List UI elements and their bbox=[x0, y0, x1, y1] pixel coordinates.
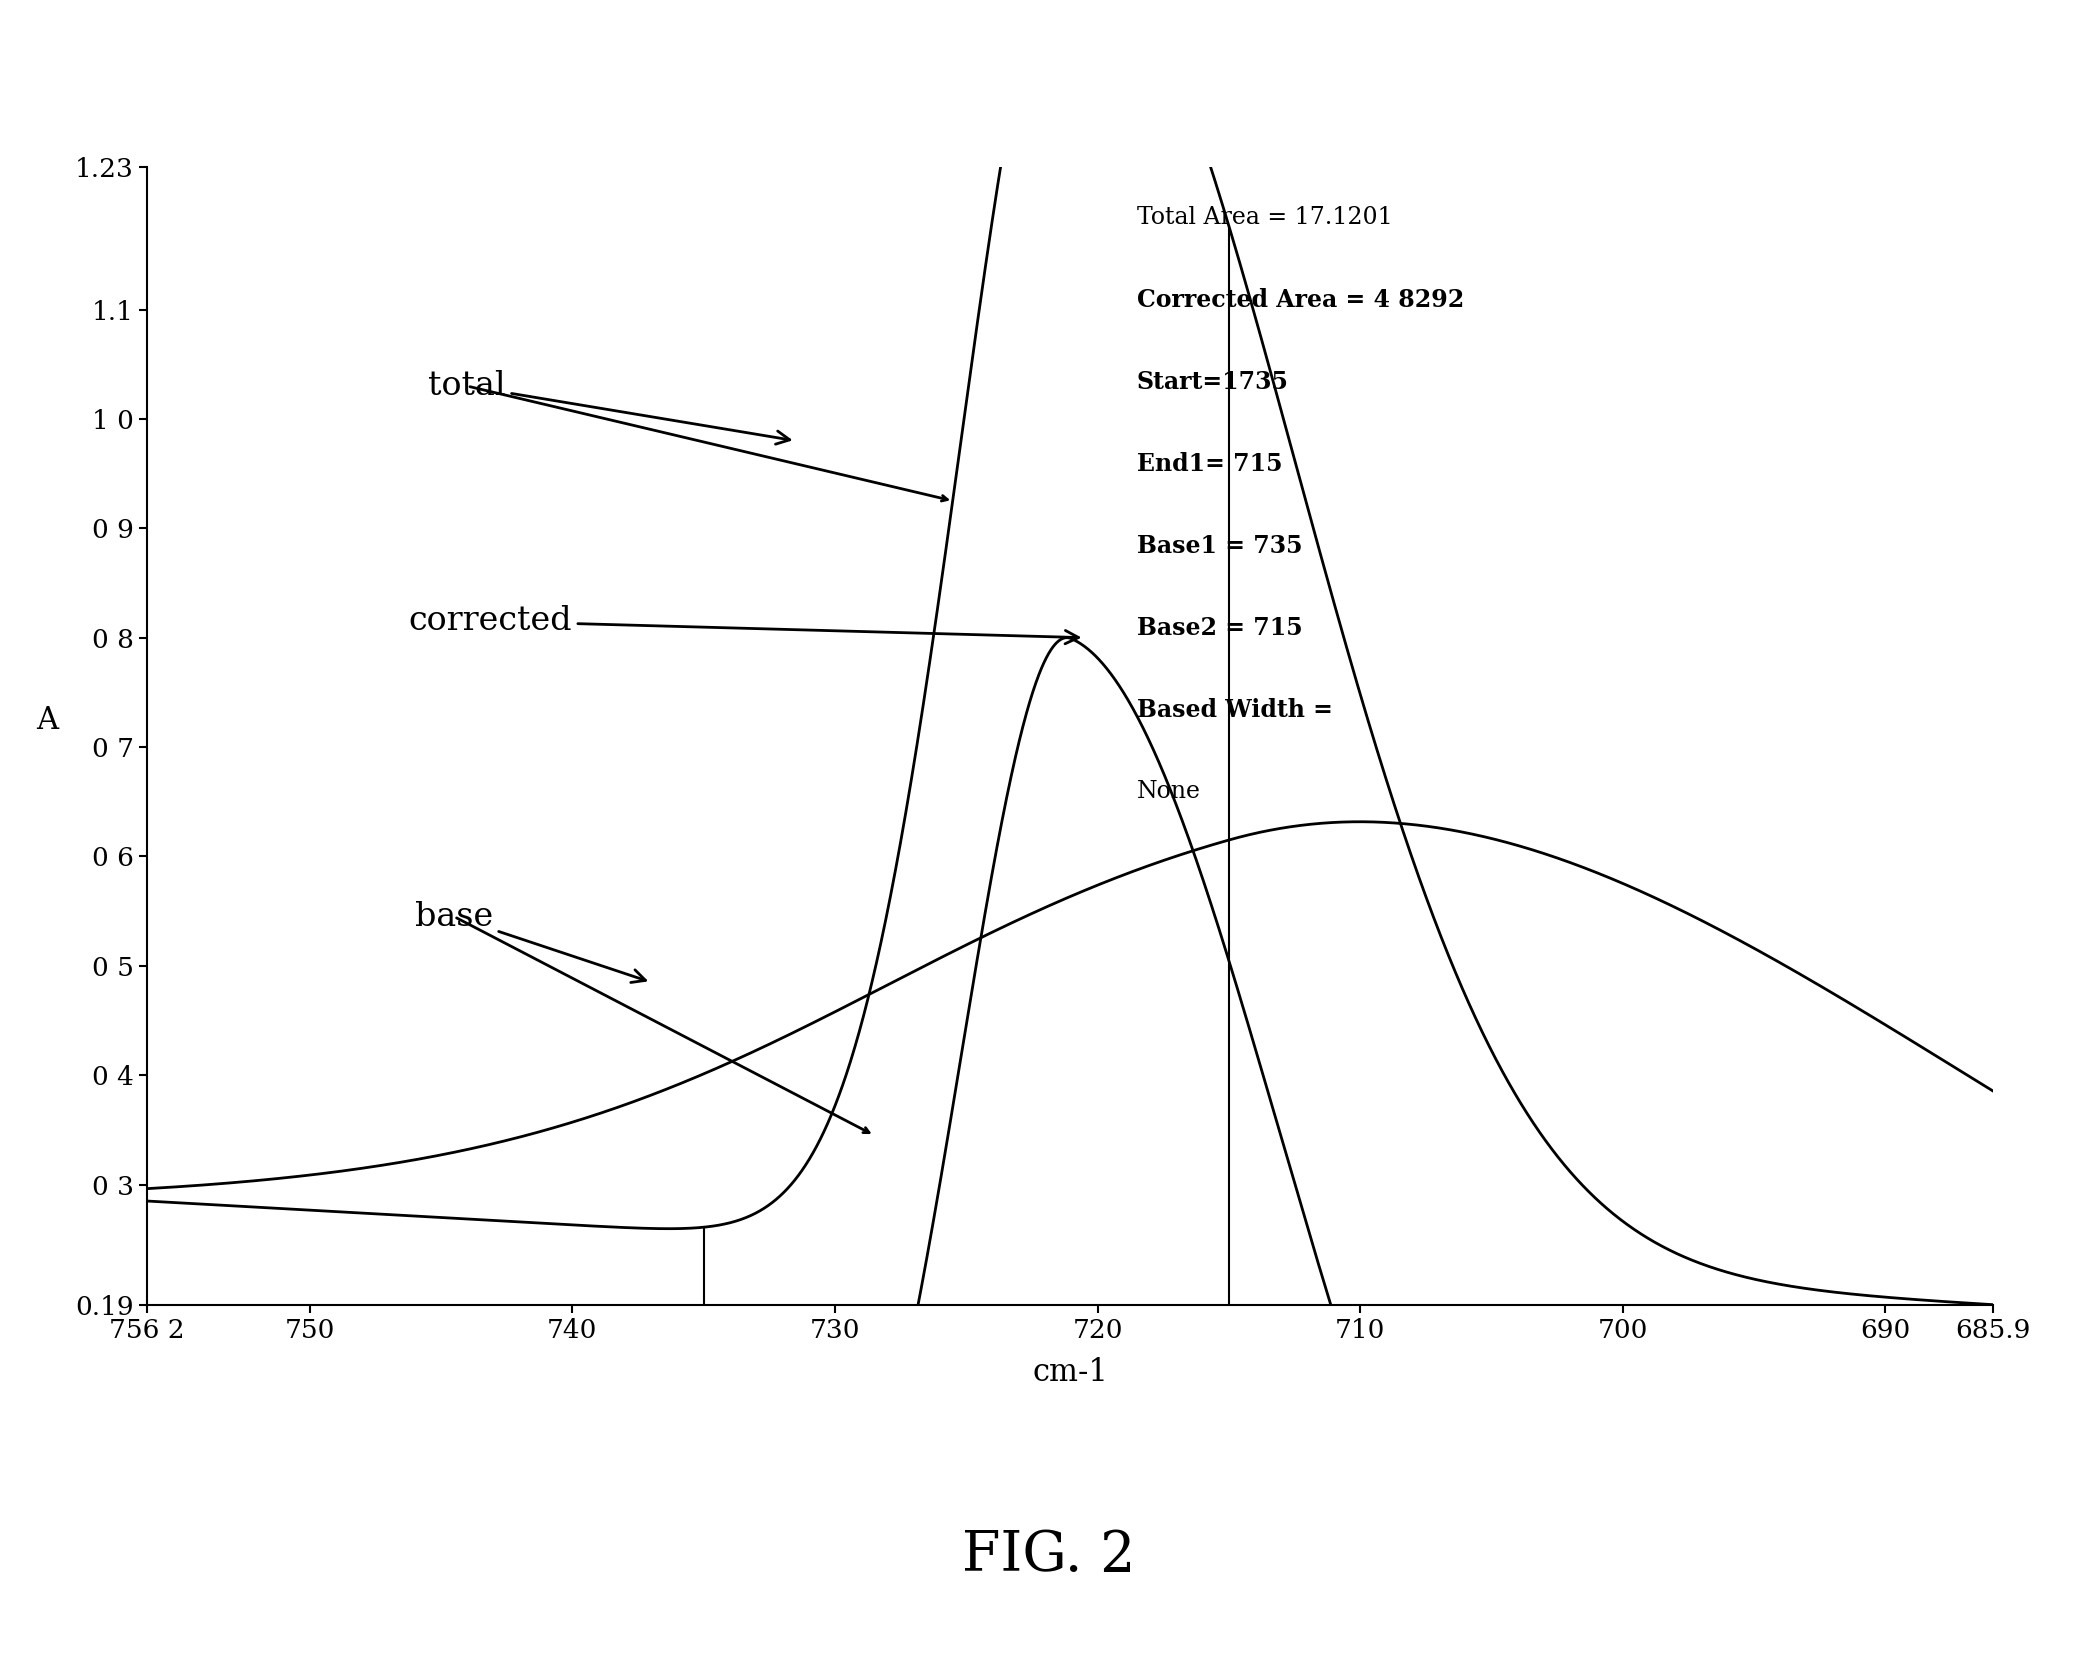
X-axis label: cm-1: cm-1 bbox=[1032, 1357, 1108, 1389]
Text: FIG. 2: FIG. 2 bbox=[963, 1529, 1135, 1583]
Text: total: total bbox=[428, 370, 789, 445]
Text: End1= 715: End1= 715 bbox=[1137, 452, 1282, 475]
Text: Total Area = 17.1201: Total Area = 17.1201 bbox=[1137, 206, 1393, 229]
Text: Base1 = 735: Base1 = 735 bbox=[1137, 534, 1303, 557]
Text: base: base bbox=[415, 900, 646, 982]
Y-axis label: A: A bbox=[36, 704, 59, 736]
Text: Based Width =: Based Width = bbox=[1137, 698, 1332, 721]
Text: Corrected Area = 4 8292: Corrected Area = 4 8292 bbox=[1137, 288, 1464, 311]
Text: Start=1735: Start=1735 bbox=[1137, 370, 1288, 393]
Text: Base2 = 715: Base2 = 715 bbox=[1137, 616, 1303, 639]
Text: corrected: corrected bbox=[409, 606, 1078, 644]
Text: None: None bbox=[1137, 780, 1200, 803]
